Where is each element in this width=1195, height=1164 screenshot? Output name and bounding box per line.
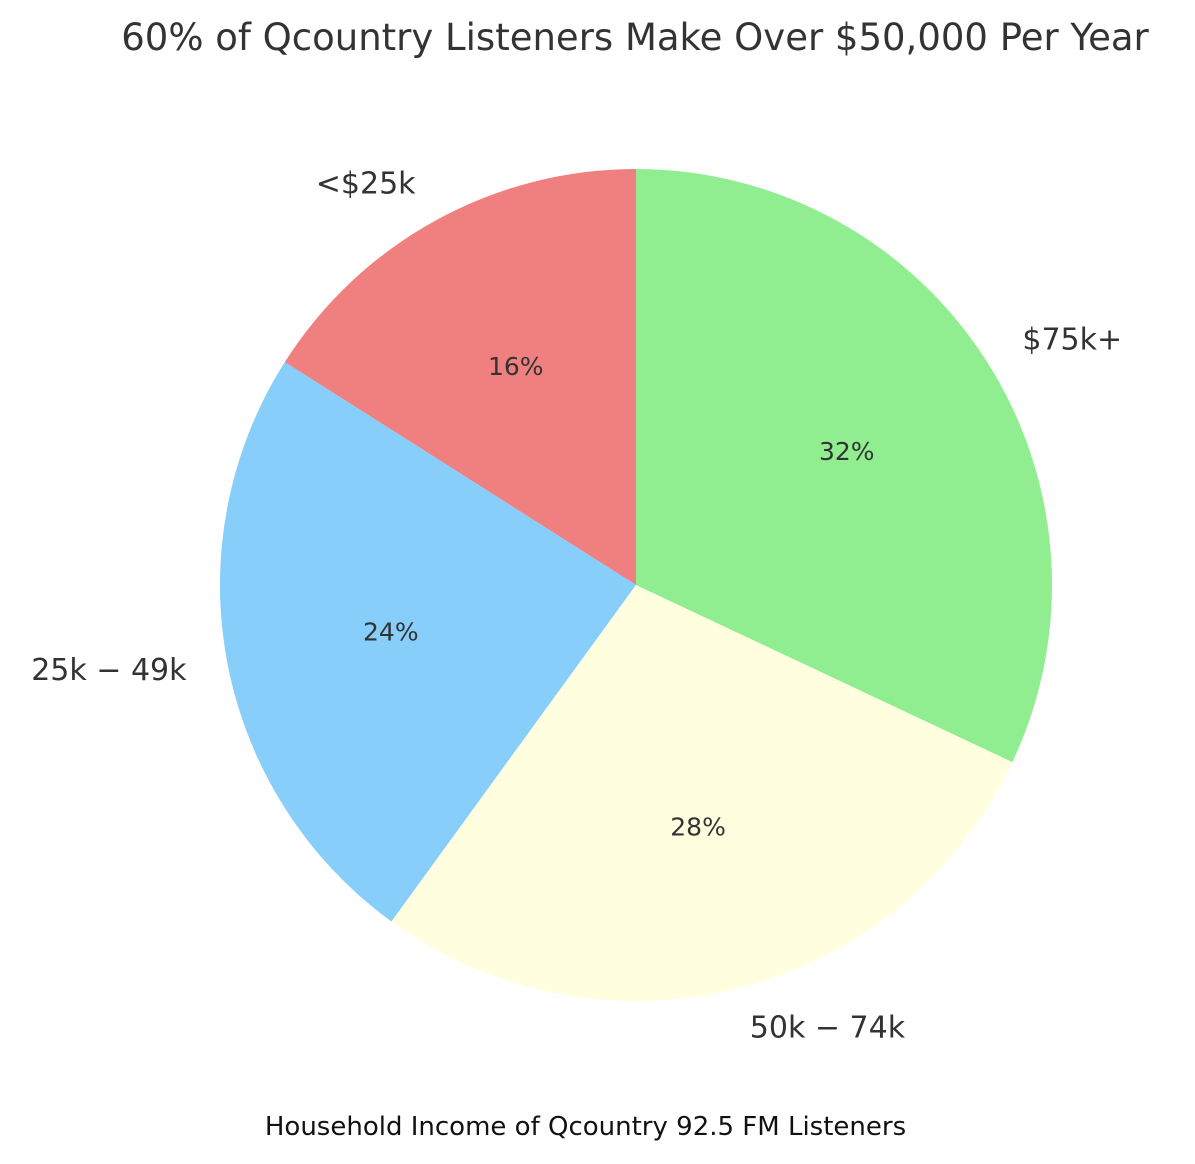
percent-label-50k-74k: 28% (670, 812, 726, 841)
pie-slice-50k-74k (391, 585, 1013, 1002)
pie-slice-25k (284, 169, 636, 585)
percent-label-25k-49k: 24% (363, 617, 419, 646)
percent-label-75k: 32% (819, 437, 875, 466)
percent-label-25k: 16% (488, 352, 544, 381)
slice-label-25k: <$25k (316, 167, 416, 202)
pie-slice-75k (636, 169, 1053, 763)
slice-label-75k: $75k+ (1022, 322, 1122, 357)
slice-label-50k-74k: 50k − 74k (750, 1011, 906, 1046)
slice-label-25k-49k: 25k − 49k (31, 653, 187, 688)
chart-title: 60% of Qcountry Listeners Make Over $50,… (121, 16, 1149, 59)
chart-caption: Household Income of Qcountry 92.5 FM Lis… (264, 1112, 907, 1142)
pie-slice-25k-49k (219, 362, 636, 922)
